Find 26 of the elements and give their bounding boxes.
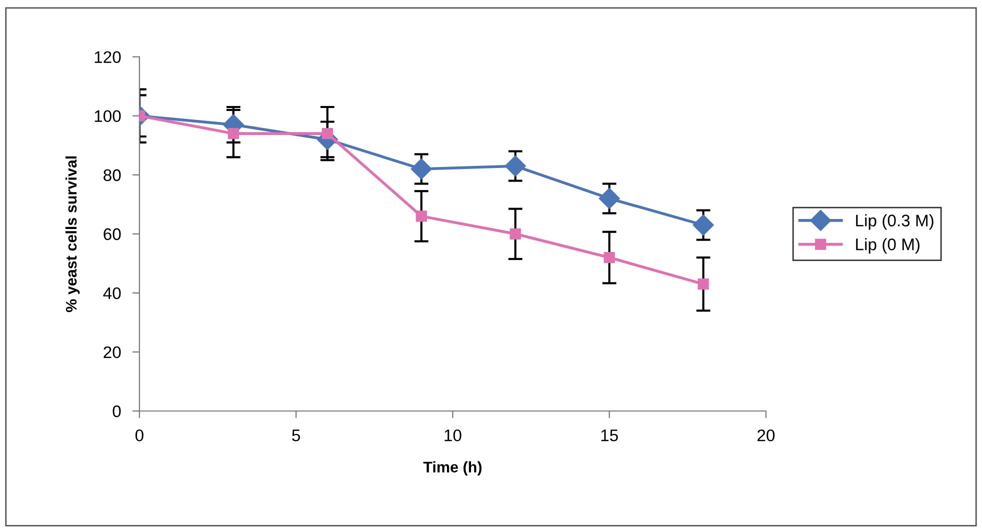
- point: [228, 128, 239, 140]
- y-tick-label: 60: [104, 228, 121, 240]
- y-tick-label: 40: [103, 287, 121, 300]
- y-tick-label: 100: [94, 110, 121, 122]
- x-tick-label: 20: [758, 429, 775, 442]
- y-tick-label: 120: [94, 51, 121, 64]
- point: [598, 188, 620, 210]
- x-tick-label: 10: [444, 429, 462, 442]
- y-axis-title: % yeast cells survival: [65, 156, 80, 312]
- x-tick-label: 0: [135, 429, 144, 442]
- y-tick-label: 0: [112, 405, 121, 418]
- x-tick-label: 15: [601, 430, 618, 442]
- y-tick-label: 80: [104, 169, 121, 182]
- y-tick-label: 20: [104, 346, 121, 358]
- legend-label: Lip (0 M): [856, 238, 920, 254]
- point: [698, 278, 709, 290]
- point: [692, 214, 714, 236]
- point: [510, 228, 521, 240]
- point: [410, 158, 432, 180]
- legend-label: Lip (0.3 M): [856, 214, 934, 230]
- point: [416, 210, 427, 222]
- x-axis-title: Time (h): [423, 461, 482, 476]
- point: [504, 156, 526, 177]
- x-tick-label: 5: [292, 430, 300, 442]
- point: [322, 128, 333, 140]
- point: [604, 252, 615, 264]
